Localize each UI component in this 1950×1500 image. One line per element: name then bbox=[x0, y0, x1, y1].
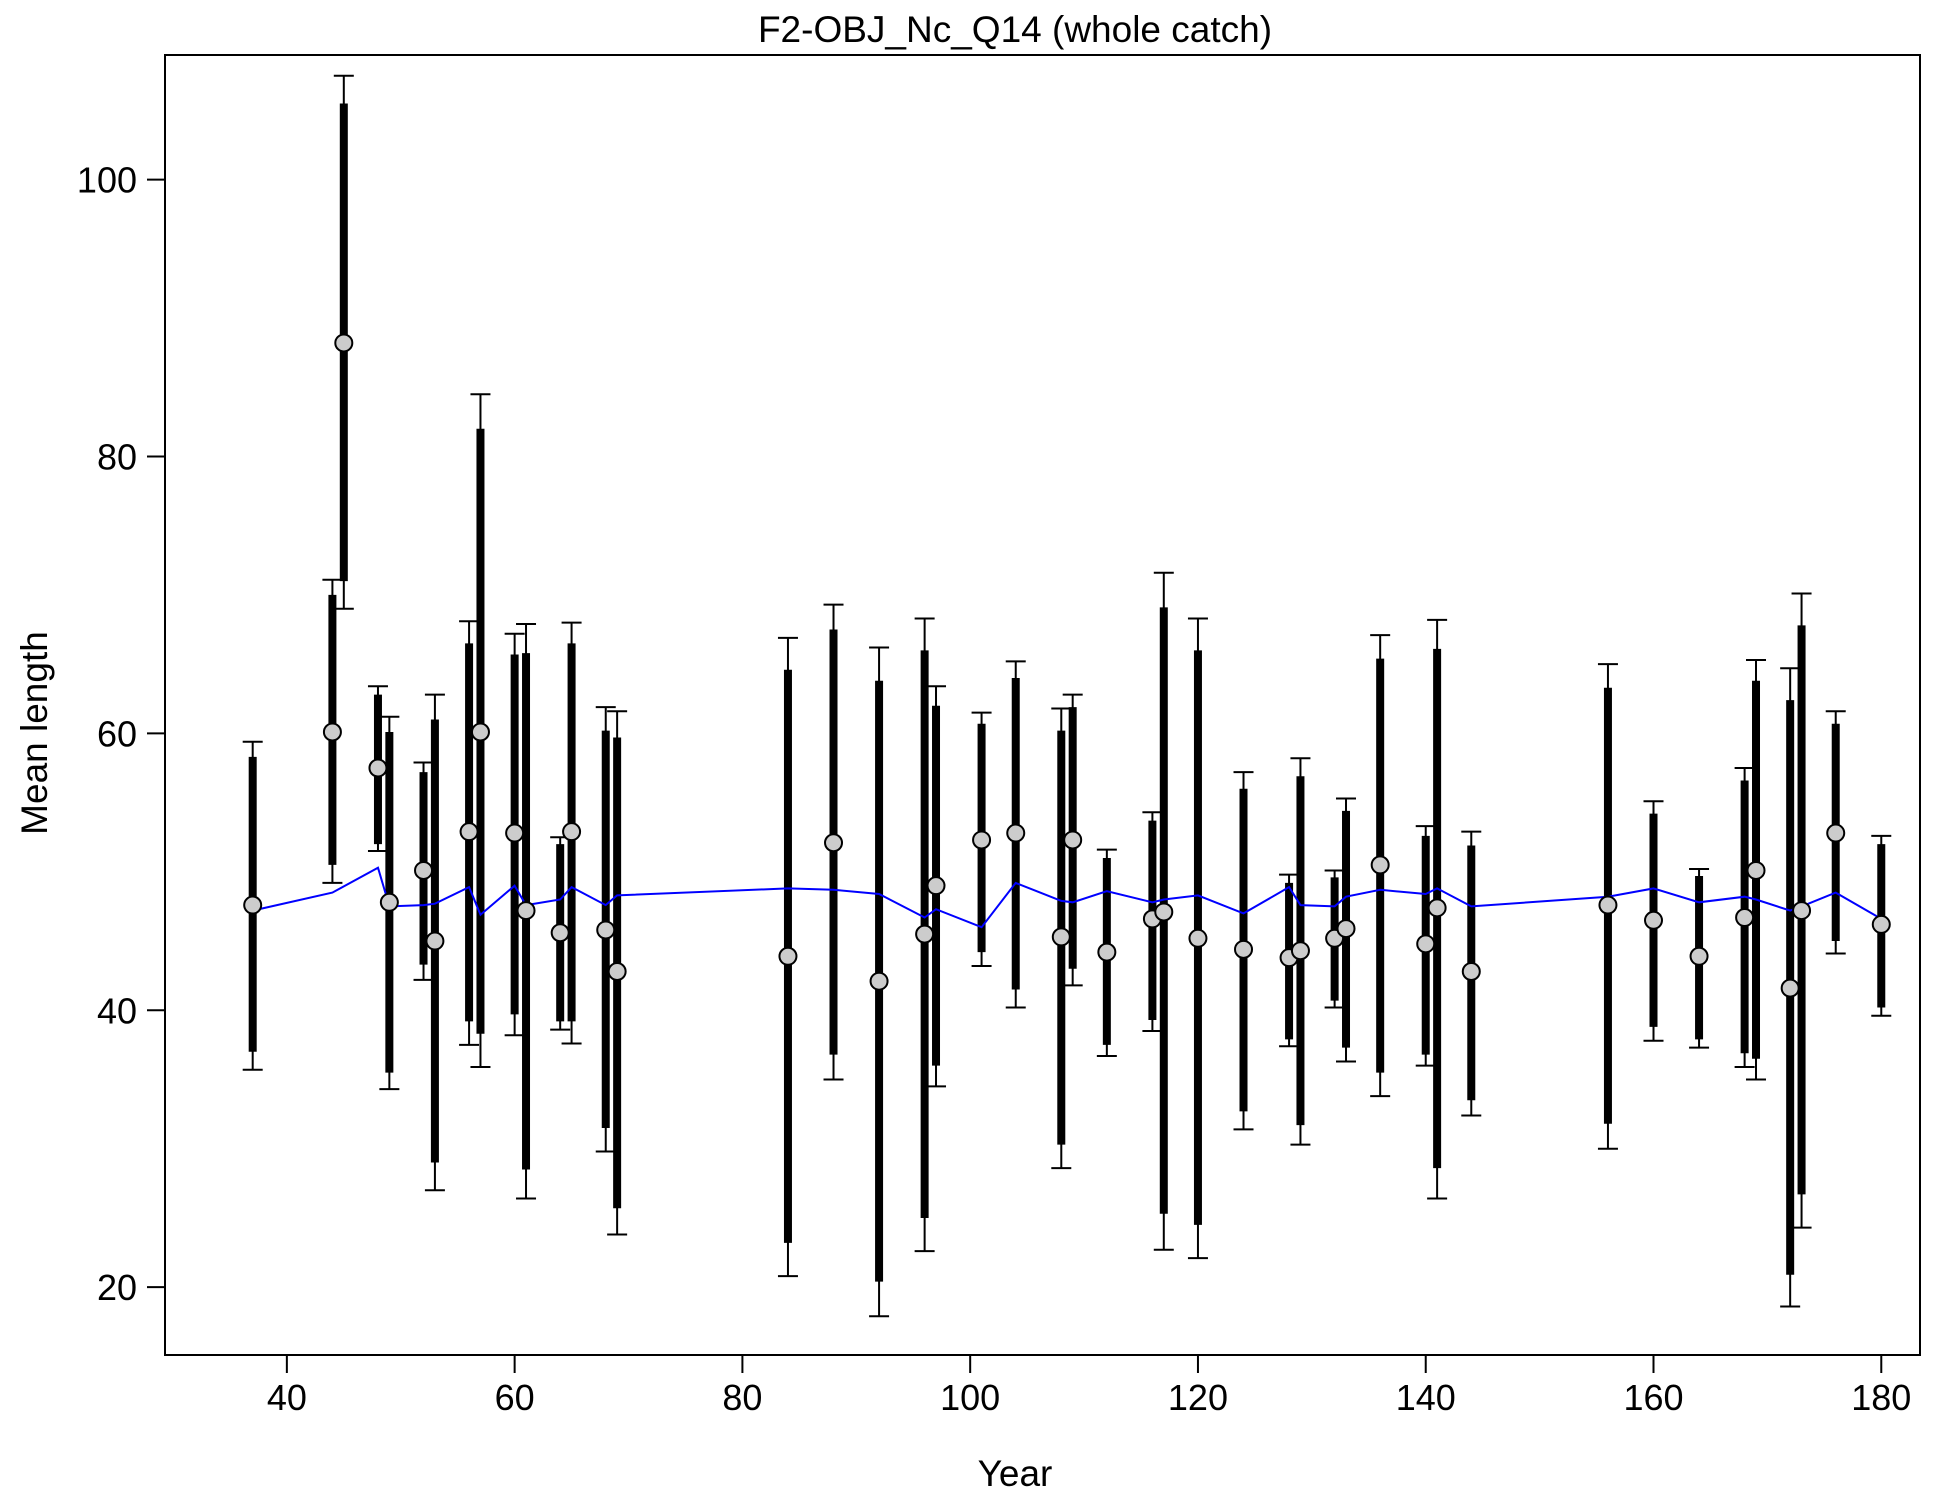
y-axis-title: Mean length bbox=[14, 631, 55, 835]
observed-point bbox=[926, 876, 946, 896]
x-tick-label: 160 bbox=[1623, 1377, 1683, 1418]
observed-point bbox=[972, 830, 992, 850]
observed-point bbox=[1735, 908, 1755, 928]
observed-point bbox=[1188, 928, 1208, 948]
observed-point bbox=[1051, 927, 1071, 947]
observed-point bbox=[1461, 962, 1481, 982]
y-tick-label: 40 bbox=[97, 990, 137, 1031]
observed-point bbox=[1826, 823, 1846, 843]
observed-point bbox=[1871, 914, 1891, 934]
plot-frame bbox=[164, 54, 1921, 1356]
x-tick-label: 40 bbox=[267, 1377, 307, 1418]
observed-point bbox=[516, 901, 536, 921]
x-tick-label: 120 bbox=[1168, 1377, 1228, 1418]
expected-line bbox=[252, 866, 1882, 929]
y-tick-label: 80 bbox=[97, 436, 137, 477]
x-tick-label: 100 bbox=[940, 1377, 1000, 1418]
observed-point bbox=[379, 892, 399, 912]
observed-point bbox=[414, 860, 434, 880]
y-tick-label: 100 bbox=[77, 160, 137, 201]
observed-point bbox=[505, 823, 525, 843]
observed-point bbox=[1780, 978, 1800, 998]
observed-point bbox=[1598, 895, 1618, 915]
observed-point bbox=[470, 722, 490, 742]
chart-title: F2-OBJ_Nc_Q14 (whole catch) bbox=[758, 9, 1272, 50]
observed-point bbox=[596, 920, 616, 940]
observed-point bbox=[459, 822, 479, 842]
observed-points bbox=[243, 333, 1891, 998]
observed-point bbox=[1370, 855, 1390, 875]
observed-point bbox=[243, 895, 263, 915]
x-axis-title: Year bbox=[978, 1453, 1053, 1494]
x-tick-label: 180 bbox=[1851, 1377, 1911, 1418]
observed-point bbox=[1746, 860, 1766, 880]
observed-point bbox=[1234, 939, 1254, 959]
observed-point bbox=[562, 822, 582, 842]
observed-point bbox=[1097, 942, 1117, 962]
observed-point bbox=[1063, 830, 1083, 850]
observed-point bbox=[1154, 902, 1174, 922]
axis-ticks: 40 60 80 100 120 140 160 180 20 40 60 80 100 bbox=[77, 160, 1911, 1418]
observed-point bbox=[1792, 901, 1812, 921]
y-tick-label: 20 bbox=[97, 1267, 137, 1308]
observed-point bbox=[869, 971, 889, 991]
observed-point bbox=[550, 923, 570, 943]
observed-point bbox=[1416, 934, 1436, 954]
observed-point bbox=[1336, 919, 1356, 939]
observed-point bbox=[322, 722, 342, 742]
observed-point bbox=[607, 962, 627, 982]
observed-point bbox=[1689, 946, 1709, 966]
observed-point bbox=[425, 931, 445, 951]
x-tick-label: 60 bbox=[495, 1377, 535, 1418]
observed-point bbox=[1290, 941, 1310, 961]
observed-point bbox=[1427, 898, 1447, 918]
x-tick-label: 140 bbox=[1396, 1377, 1456, 1418]
observed-point bbox=[334, 333, 354, 353]
observed-point bbox=[915, 924, 935, 944]
observed-point bbox=[368, 758, 388, 778]
observed-point bbox=[1644, 910, 1664, 930]
observed-point bbox=[778, 946, 798, 966]
observed-point bbox=[1006, 823, 1026, 843]
observed-point bbox=[824, 833, 844, 853]
y-tick-label: 60 bbox=[97, 713, 137, 754]
x-tick-label: 80 bbox=[722, 1377, 762, 1418]
